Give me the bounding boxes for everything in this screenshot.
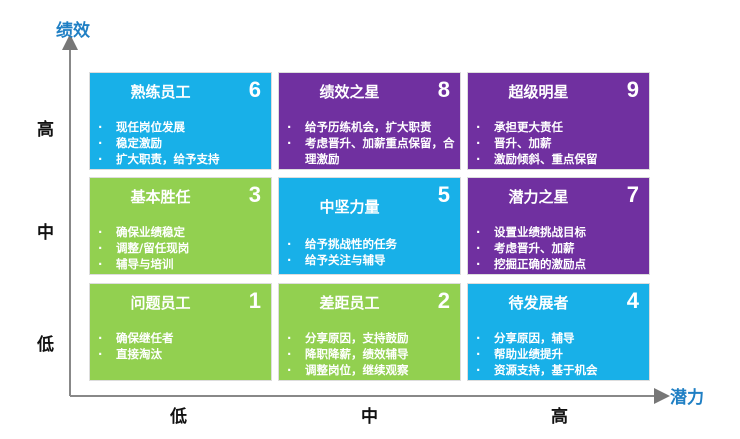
box-item: 确保业绩稳定 xyxy=(98,224,189,240)
box-item: 给予挑战性的任务 xyxy=(287,236,397,252)
box-item: 资源支持，基于机会 xyxy=(476,362,598,378)
box-item: 调整岗位，继续观察 xyxy=(287,362,409,378)
box-item: 调整/留任现岗 xyxy=(98,240,189,256)
box-item: 分享原因，支持鼓励 xyxy=(287,330,409,346)
box-item: 稳定激励 xyxy=(98,135,220,151)
box-item: 直接淘汰 xyxy=(98,346,174,362)
box-items: 确保继任者直接淘汰 xyxy=(98,330,174,362)
x-level-mid: 中 xyxy=(361,407,378,427)
grid-box-3: 基本胜任 3 确保业绩稳定调整/留任现岗辅导与培训 xyxy=(89,177,272,275)
y-level-low: 低 xyxy=(37,335,54,355)
box-item: 帮助业绩提升 xyxy=(476,346,598,362)
box-item: 考虑晋升、加薪 xyxy=(476,240,586,256)
box-title: 潜力之星 xyxy=(508,188,569,206)
grid-box-5: 中坚力量 5 给予挑战性的任务给予关注与辅导 xyxy=(278,177,461,275)
box-number: 9 xyxy=(626,77,639,102)
box-item: 给予关注与辅导 xyxy=(287,252,397,268)
y-level-high: 高 xyxy=(37,120,54,140)
x-axis-title: 潜力 xyxy=(670,388,704,408)
box-item: 确保继任者 xyxy=(98,330,174,346)
box-item: 设置业绩挑战目标 xyxy=(476,224,586,240)
grid-box-7: 潜力之星 7 设置业绩挑战目标考虑晋升、加薪挖掘正确的激励点 xyxy=(467,177,650,275)
grid-box-2: 差距员工 2 分享原因，支持鼓励降职降薪，绩效辅导调整岗位，继续观察 xyxy=(278,283,461,381)
y-level-mid: 中 xyxy=(37,223,54,243)
box-number: 3 xyxy=(248,182,261,207)
box-title: 中坚力量 xyxy=(319,198,380,216)
box-item: 扩大职责，给予支持 xyxy=(98,151,220,167)
box-item: 现任岗位发展 xyxy=(98,119,220,135)
x-level-low: 低 xyxy=(170,407,187,427)
box-number: 2 xyxy=(437,288,450,313)
box-number: 7 xyxy=(626,182,639,207)
box-items: 承担更大责任晋升、加薪激励倾斜、重点保留 xyxy=(476,119,598,167)
box-item: 挖掘正确的激励点 xyxy=(476,256,586,272)
x-level-high: 高 xyxy=(551,407,568,427)
grid-box-8: 绩效之星 8 给予历练机会，扩大职责考虑晋升、加薪重点保留，合理激励 xyxy=(278,72,461,170)
box-title: 熟练员工 xyxy=(130,83,191,101)
box-number: 4 xyxy=(626,288,639,313)
box-number: 6 xyxy=(248,77,261,102)
box-items: 分享原因，辅导帮助业绩提升资源支持，基于机会 xyxy=(476,330,598,378)
box-item: 给予历练机会，扩大职责 xyxy=(287,119,460,135)
box-item: 承担更大责任 xyxy=(476,119,598,135)
box-item: 考虑晋升、加薪重点保留，合理激励 xyxy=(287,135,460,167)
box-title: 待发展者 xyxy=(508,294,569,312)
box-number: 1 xyxy=(248,288,261,313)
box-item: 降职降薪，绩效辅导 xyxy=(287,346,409,362)
box-item: 分享原因，辅导 xyxy=(476,330,598,346)
box-item: 晋升、加薪 xyxy=(476,135,598,151)
box-number: 8 xyxy=(437,77,450,102)
box-title: 问题员工 xyxy=(130,294,191,312)
box-item: 辅导与培训 xyxy=(98,256,189,272)
grid-box-6: 熟练员工 6 现任岗位发展稳定激励扩大职责，给予支持 xyxy=(89,72,272,170)
grid-box-9: 超级明星 9 承担更大责任晋升、加薪激励倾斜、重点保留 xyxy=(467,72,650,170)
box-title: 超级明星 xyxy=(508,83,569,101)
box-items: 给予历练机会，扩大职责考虑晋升、加薪重点保留，合理激励 xyxy=(287,119,460,167)
box-items: 分享原因，支持鼓励降职降薪，绩效辅导调整岗位，继续观察 xyxy=(287,330,409,378)
box-title: 差距员工 xyxy=(319,294,380,312)
grid-box-4: 待发展者 4 分享原因，辅导帮助业绩提升资源支持，基于机会 xyxy=(467,283,650,381)
grid-box-1: 问题员工 1 确保继任者直接淘汰 xyxy=(89,283,272,381)
box-items: 确保业绩稳定调整/留任现岗辅导与培训 xyxy=(98,224,189,272)
box-number: 5 xyxy=(437,182,450,207)
box-item: 激励倾斜、重点保留 xyxy=(476,151,598,167)
box-items: 给予挑战性的任务给予关注与辅导 xyxy=(287,236,397,268)
box-items: 现任岗位发展稳定激励扩大职责，给予支持 xyxy=(98,119,220,167)
box-title: 基本胜任 xyxy=(130,188,191,206)
box-title: 绩效之星 xyxy=(319,83,380,101)
box-items: 设置业绩挑战目标考虑晋升、加薪挖掘正确的激励点 xyxy=(476,224,586,272)
y-axis-title: 绩效 xyxy=(56,21,90,41)
